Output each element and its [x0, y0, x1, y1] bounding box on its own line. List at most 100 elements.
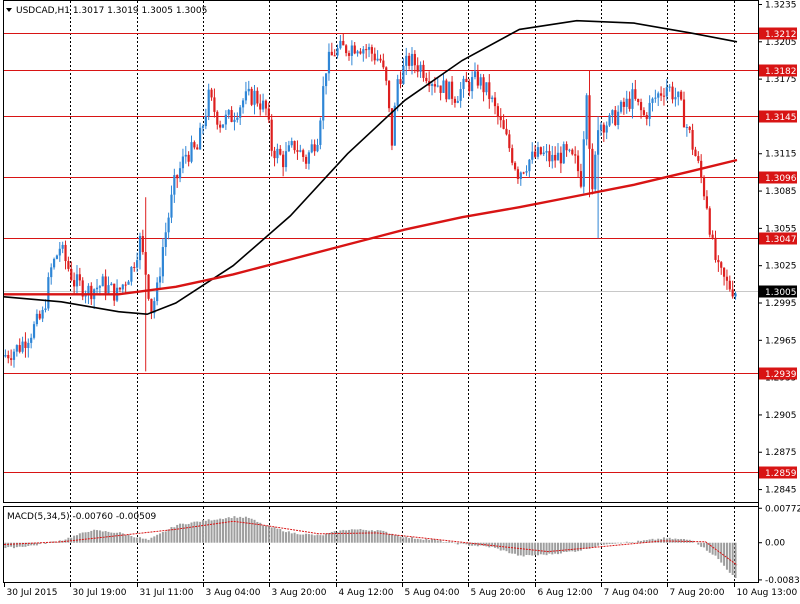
- y-tick-label: 1.3175: [765, 75, 797, 85]
- candle-body: [571, 149, 574, 155]
- candle-body: [619, 101, 623, 112]
- candle-body: [30, 337, 33, 343]
- candle-body: [396, 79, 399, 106]
- candle-body: [559, 152, 562, 164]
- y-tick-label: 1.3055: [765, 224, 797, 234]
- x-tick-label: 30 Jul 19:00: [73, 588, 127, 598]
- candle-body: [47, 277, 50, 309]
- candle-body: [61, 244, 64, 249]
- candle-body: [648, 102, 651, 119]
- level-label: 1.3047: [765, 235, 797, 245]
- level-label-box: [759, 466, 797, 479]
- candle-body: [15, 345, 18, 352]
- candle-body: [588, 95, 591, 149]
- candle-body: [697, 156, 700, 161]
- candle-body: [78, 274, 81, 281]
- candle-body: [350, 45, 353, 56]
- candle-body: [511, 148, 514, 163]
- level-label: 1.2859: [765, 469, 797, 479]
- candle-body: [473, 71, 477, 78]
- candle-body: [170, 194, 173, 218]
- candle-body: [702, 177, 706, 197]
- candle-body: [342, 40, 345, 46]
- candle-body: [52, 258, 56, 268]
- candle-body: [399, 79, 402, 85]
- candle-body: [448, 81, 451, 100]
- level-label-box: [759, 27, 797, 40]
- x-tick-label: 3 Aug 04:00: [206, 588, 261, 598]
- candle-body: [685, 126, 688, 128]
- candle-body: [104, 276, 107, 294]
- vertical-grid: [70, 1, 735, 582]
- candle-body: [628, 98, 631, 109]
- candle-body: [585, 95, 588, 140]
- candle-body: [161, 247, 164, 277]
- x-tick-label: 10 Aug 13:00: [737, 588, 798, 598]
- candle-body: [496, 106, 499, 117]
- candle-body: [27, 342, 30, 349]
- candle-body: [373, 53, 376, 61]
- candle-body: [224, 114, 227, 125]
- level-label: 1.3182: [765, 67, 797, 77]
- candle-body: [276, 148, 279, 159]
- candle-body: [362, 49, 365, 54]
- y-tick-label: 1.3205: [765, 38, 797, 48]
- candle-body: [199, 127, 202, 150]
- candle-body: [147, 274, 150, 299]
- candle-body: [548, 151, 551, 162]
- candle-body: [287, 145, 290, 152]
- candle-body: [582, 139, 585, 187]
- y-tick-label: 1.3235: [765, 0, 797, 10]
- candle-body: [124, 284, 127, 286]
- candle-body: [296, 150, 299, 152]
- candle-body: [178, 168, 182, 179]
- candle-body: [21, 341, 24, 352]
- candle-body: [657, 93, 660, 98]
- candle-body: [339, 40, 342, 49]
- candle-body: [734, 293, 737, 297]
- candle-body: [668, 86, 671, 88]
- candle-body: [725, 276, 729, 281]
- candle-body: [67, 261, 70, 269]
- candle-body: [327, 51, 331, 74]
- candle-body: [442, 80, 445, 93]
- candle-body: [50, 267, 53, 278]
- candle-body: [677, 91, 680, 98]
- candle-body: [531, 151, 534, 160]
- candle-body: [405, 55, 408, 66]
- candle-body: [665, 87, 668, 97]
- candle-body: [210, 89, 213, 98]
- candle-body: [38, 313, 41, 319]
- candle-body: [261, 100, 265, 110]
- candle-body: [413, 53, 416, 66]
- y-tick-label: 1.2875: [765, 448, 797, 458]
- level-label-box: [759, 110, 797, 123]
- candle-body: [284, 151, 288, 168]
- candle-body: [204, 116, 207, 127]
- candle-body: [385, 67, 388, 81]
- candle-body: [130, 266, 133, 282]
- time-axis: 30 Jul 2015 30 Jul 19:00 31 Jul 11:00 3 Aug…: [4, 583, 798, 598]
- candle-body: [213, 97, 216, 112]
- candle-body: [319, 120, 322, 145]
- candle-body: [642, 110, 646, 116]
- symbol-header: USDCAD,H1 1.3017 1.3019 1.3005 1.3005: [16, 6, 207, 16]
- candle-body: [113, 283, 116, 301]
- candle-body: [90, 285, 93, 300]
- candle-body: [639, 102, 643, 111]
- candle-body: [98, 286, 101, 288]
- candle-body: [617, 111, 620, 126]
- candle-body: [488, 82, 491, 99]
- candle-body: [176, 175, 179, 179]
- candle-body: [471, 77, 474, 92]
- candle-body: [127, 281, 130, 285]
- triangle-down-icon[interactable]: [6, 8, 12, 12]
- candle-body: [282, 154, 285, 168]
- candle-body: [322, 86, 325, 121]
- candle-body: [313, 144, 316, 152]
- x-tick-label: 30 Jul 2015: [7, 588, 58, 598]
- candle-body: [379, 58, 382, 61]
- candle-body: [353, 45, 356, 54]
- candle-body: [184, 154, 187, 157]
- candle-body: [605, 125, 608, 133]
